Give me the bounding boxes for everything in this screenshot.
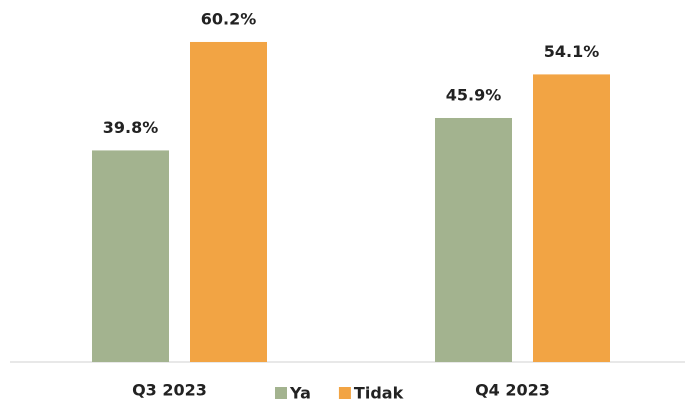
data-label: 54.1%: [544, 42, 600, 61]
bar: [533, 74, 610, 362]
bar: [435, 117, 512, 362]
data-label: 60.2%: [201, 9, 257, 28]
data-label: 45.9%: [446, 85, 502, 104]
legend-swatch: [275, 387, 287, 399]
legend-label: Ya: [289, 384, 311, 403]
x-tick-label: Q3 2023: [132, 381, 207, 400]
bar: [92, 150, 169, 362]
bar: [190, 41, 267, 362]
x-tick-label: Q4 2023: [475, 381, 550, 400]
data-label: 39.8%: [103, 118, 159, 137]
legend-label: Tidak: [354, 384, 404, 403]
legend-swatch: [338, 387, 351, 399]
